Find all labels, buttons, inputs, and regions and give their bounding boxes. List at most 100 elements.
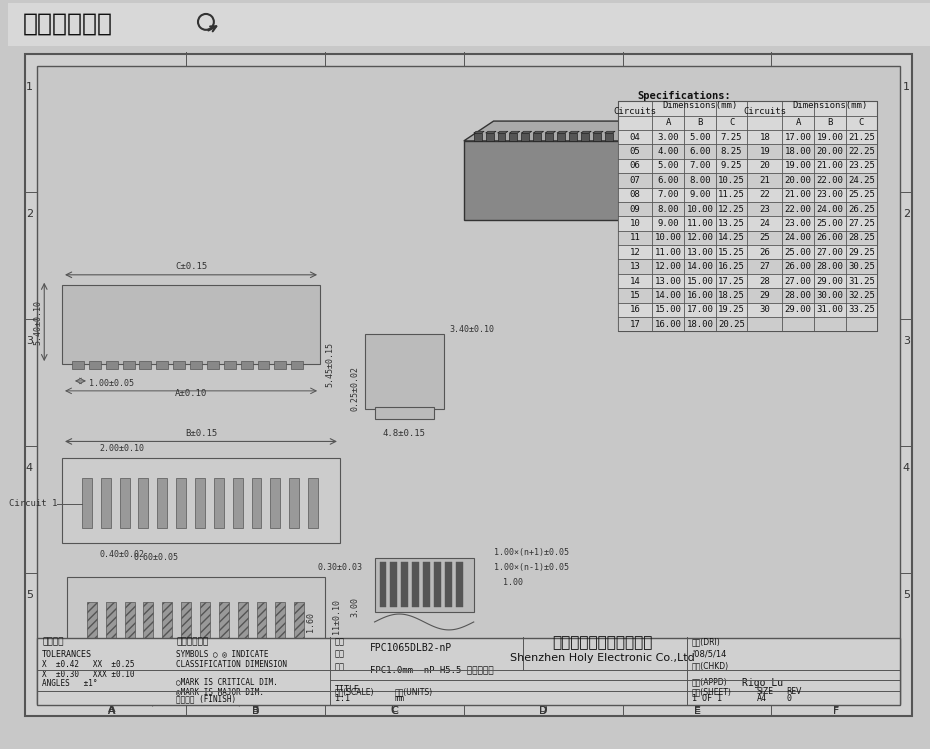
Text: 2.00±0.10: 2.00±0.10: [100, 444, 144, 453]
Bar: [618, 202, 877, 216]
Text: 8.00: 8.00: [658, 204, 679, 213]
Bar: [592, 133, 601, 141]
Bar: [257, 602, 266, 657]
Text: B: B: [698, 118, 702, 127]
Bar: [251, 478, 261, 528]
Text: 在线图纸下载: 在线图纸下载: [22, 12, 113, 36]
Text: 16.00: 16.00: [686, 291, 713, 300]
Text: 核准(APPD): 核准(APPD): [692, 677, 727, 687]
Text: 检验尺寸标示: 检验尺寸标示: [176, 638, 208, 647]
Text: 18: 18: [760, 133, 770, 142]
Text: 7.00: 7.00: [658, 190, 679, 199]
Text: 25.25: 25.25: [848, 190, 875, 199]
Text: mm: mm: [394, 694, 405, 703]
Text: TOLERANCES: TOLERANCES: [42, 649, 92, 658]
Bar: [618, 101, 877, 331]
Bar: [123, 361, 135, 369]
Text: 23: 23: [760, 204, 770, 213]
Text: 20: 20: [760, 162, 770, 171]
Text: 18.00: 18.00: [785, 147, 812, 156]
Polygon shape: [510, 131, 520, 133]
Text: 15.00: 15.00: [655, 306, 682, 315]
Text: 07: 07: [630, 176, 640, 185]
Polygon shape: [473, 131, 485, 133]
Text: 17: 17: [630, 320, 640, 329]
Text: 23.25: 23.25: [848, 162, 875, 171]
Text: 19: 19: [760, 147, 770, 156]
Text: 5.00: 5.00: [658, 162, 679, 171]
Text: 15: 15: [630, 291, 640, 300]
Text: 28.25: 28.25: [848, 234, 875, 243]
Text: E: E: [694, 706, 700, 716]
Text: 图号: 图号: [335, 649, 345, 658]
Text: 10.00: 10.00: [655, 234, 682, 243]
Bar: [618, 159, 877, 173]
Bar: [391, 562, 397, 607]
Text: 23.00: 23.00: [817, 190, 844, 199]
Text: C: C: [391, 706, 398, 716]
Text: 1.00: 1.00: [503, 577, 524, 586]
Text: 7.00: 7.00: [689, 162, 711, 171]
Bar: [89, 361, 100, 369]
Bar: [86, 602, 97, 657]
Bar: [200, 602, 210, 657]
Bar: [106, 602, 115, 657]
Bar: [25, 54, 912, 716]
Text: FPC1065DLB2-nP: FPC1065DLB2-nP: [369, 643, 452, 652]
Text: ANGLES   ±1°: ANGLES ±1°: [42, 679, 98, 688]
Text: Housing: LCP UL94-V0 Color: Black: Housing: LCP UL94-V0 Color: Black: [637, 105, 831, 115]
Text: SUGGESTED PCB LAYOUT: SUGGESTED PCB LAYOUT: [138, 686, 255, 697]
Bar: [402, 562, 408, 607]
Text: 制图(DRI): 制图(DRI): [692, 638, 721, 647]
Text: A: A: [795, 118, 801, 127]
Text: 8.25: 8.25: [721, 147, 742, 156]
Text: A: A: [108, 706, 115, 716]
Text: FPC1.0mm -nP H5.5 单面接正位: FPC1.0mm -nP H5.5 单面接正位: [369, 666, 493, 675]
Text: Withstand Voltage: 250V AC/Minute: Withstand Voltage: 250V AC/Minute: [637, 158, 831, 169]
Text: 29.00: 29.00: [785, 306, 812, 315]
Text: 1: 1: [903, 82, 910, 92]
Text: 31.25: 31.25: [848, 276, 875, 285]
Text: Operating Voltage: 50V AC/DC: Operating Voltage: 50V AC/DC: [637, 132, 802, 142]
Bar: [162, 602, 172, 657]
Text: 11.00: 11.00: [686, 219, 713, 228]
Text: 05: 05: [630, 147, 640, 156]
Text: 20.00: 20.00: [785, 176, 812, 185]
Bar: [510, 133, 517, 141]
Text: 20.00: 20.00: [817, 147, 844, 156]
Text: 26.25: 26.25: [848, 204, 875, 213]
Text: '08/5/14: '08/5/14: [692, 649, 726, 658]
Text: C: C: [391, 706, 398, 716]
Text: 12.00: 12.00: [655, 262, 682, 271]
Text: 25.00: 25.00: [817, 219, 844, 228]
Polygon shape: [485, 131, 496, 133]
Text: 4: 4: [26, 463, 33, 473]
Bar: [190, 361, 202, 369]
Text: 28.00: 28.00: [817, 262, 844, 271]
Bar: [604, 133, 613, 141]
Text: Dimensions(mm): Dimensions(mm): [662, 101, 737, 110]
Bar: [274, 361, 286, 369]
Bar: [557, 133, 565, 141]
Text: 0.40±0.02: 0.40±0.02: [100, 550, 144, 559]
Bar: [238, 602, 247, 657]
Text: 17.00: 17.00: [785, 133, 812, 142]
Text: 08: 08: [630, 190, 640, 199]
Text: 14.25: 14.25: [718, 234, 745, 243]
Bar: [581, 133, 589, 141]
Text: 6.00: 6.00: [689, 147, 711, 156]
Polygon shape: [545, 131, 555, 133]
Text: Circuits: Circuits: [743, 107, 787, 116]
Text: 33.25: 33.25: [848, 306, 875, 315]
Bar: [275, 602, 286, 657]
Bar: [423, 562, 430, 607]
Text: 16.00: 16.00: [655, 320, 682, 329]
Bar: [473, 133, 482, 141]
Text: 17.00: 17.00: [686, 306, 713, 315]
Polygon shape: [592, 131, 604, 133]
Text: A±0.10: A±0.10: [175, 389, 207, 398]
Text: 26.00: 26.00: [785, 262, 812, 271]
Polygon shape: [622, 159, 662, 164]
Text: 0.60±0.05: 0.60±0.05: [134, 554, 179, 562]
Text: ◎MARK IS MAJOR DIM.: ◎MARK IS MAJOR DIM.: [176, 688, 264, 697]
